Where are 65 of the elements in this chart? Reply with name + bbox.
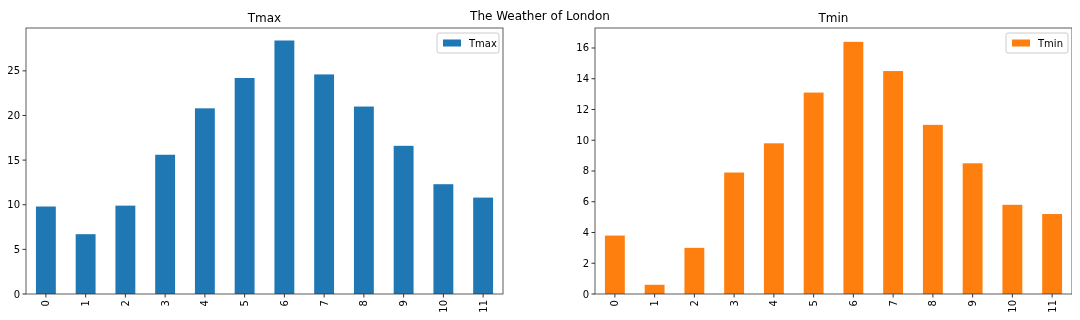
x-tick-label: 9: [398, 300, 410, 307]
chart-title: Tmax: [246, 11, 282, 25]
bar: [803, 92, 824, 294]
bar: [314, 74, 335, 294]
bar: [433, 184, 454, 294]
bar: [234, 77, 255, 294]
bar: [194, 108, 215, 294]
bar: [115, 205, 136, 294]
y-tick-label: 20: [7, 109, 20, 121]
legend-label: Tmin: [1037, 37, 1063, 49]
x-tick-label: 5: [808, 300, 820, 307]
y-tick-label: 16: [576, 42, 589, 54]
y-tick-label: 10: [7, 199, 20, 211]
x-tick-label: 4: [199, 300, 211, 307]
x-tick-label: 0: [40, 300, 52, 307]
y-tick-label: 2: [582, 257, 589, 269]
bar: [724, 172, 745, 294]
x-tick-label: 6: [278, 300, 290, 307]
x-tick-label: 9: [967, 300, 979, 307]
legend-label: Tmax: [468, 37, 497, 49]
x-tick-label: 5: [239, 300, 251, 307]
x-tick-label: 7: [887, 300, 899, 307]
chart-title: Tmin: [817, 11, 849, 25]
bar: [473, 197, 494, 294]
y-tick-label: 6: [582, 196, 589, 208]
text: The Weather of London: [469, 9, 610, 24]
bar: [684, 247, 705, 294]
x-tick-label: 10: [437, 300, 449, 313]
x-tick-label: 2: [688, 300, 700, 307]
y-tick-label: 15: [7, 154, 20, 166]
y-tick-label: 8: [582, 165, 589, 177]
bar: [1002, 204, 1023, 294]
bar: [393, 145, 414, 294]
x-tick-label: 1: [80, 300, 92, 307]
x-tick-label: 1: [649, 300, 661, 307]
x-tick-label: 6: [847, 300, 859, 307]
bar: [35, 206, 56, 294]
y-tick-label: 4: [582, 227, 589, 238]
x-tick-label: 4: [768, 300, 780, 307]
x-tick-label: 11: [477, 300, 489, 313]
bar: [604, 235, 625, 294]
x-tick-label: 11: [1046, 300, 1058, 313]
y-tick-label: 14: [576, 73, 589, 85]
x-tick-label: 3: [159, 300, 171, 307]
bar: [883, 71, 904, 294]
bar: [922, 124, 943, 294]
x-tick-label: 10: [1006, 300, 1018, 313]
bar: [763, 143, 784, 294]
x-tick-label: 8: [358, 300, 370, 307]
x-tick-label: 2: [119, 300, 131, 307]
y-tick-label: 25: [7, 65, 20, 77]
bar: [274, 40, 295, 294]
bar: [1042, 214, 1063, 294]
y-tick-label: 12: [576, 103, 589, 115]
bar: [843, 41, 864, 294]
x-tick-label: 0: [609, 300, 621, 307]
bar: [155, 154, 176, 294]
x-tick-label: 3: [728, 300, 740, 307]
x-tick-label: 7: [318, 300, 330, 307]
bar: [75, 234, 96, 294]
y-tick-label: 5: [13, 243, 20, 255]
bar: [353, 106, 374, 294]
bar: [962, 163, 983, 294]
y-tick-label: 10: [576, 134, 589, 146]
x-tick-label: 8: [927, 300, 939, 307]
